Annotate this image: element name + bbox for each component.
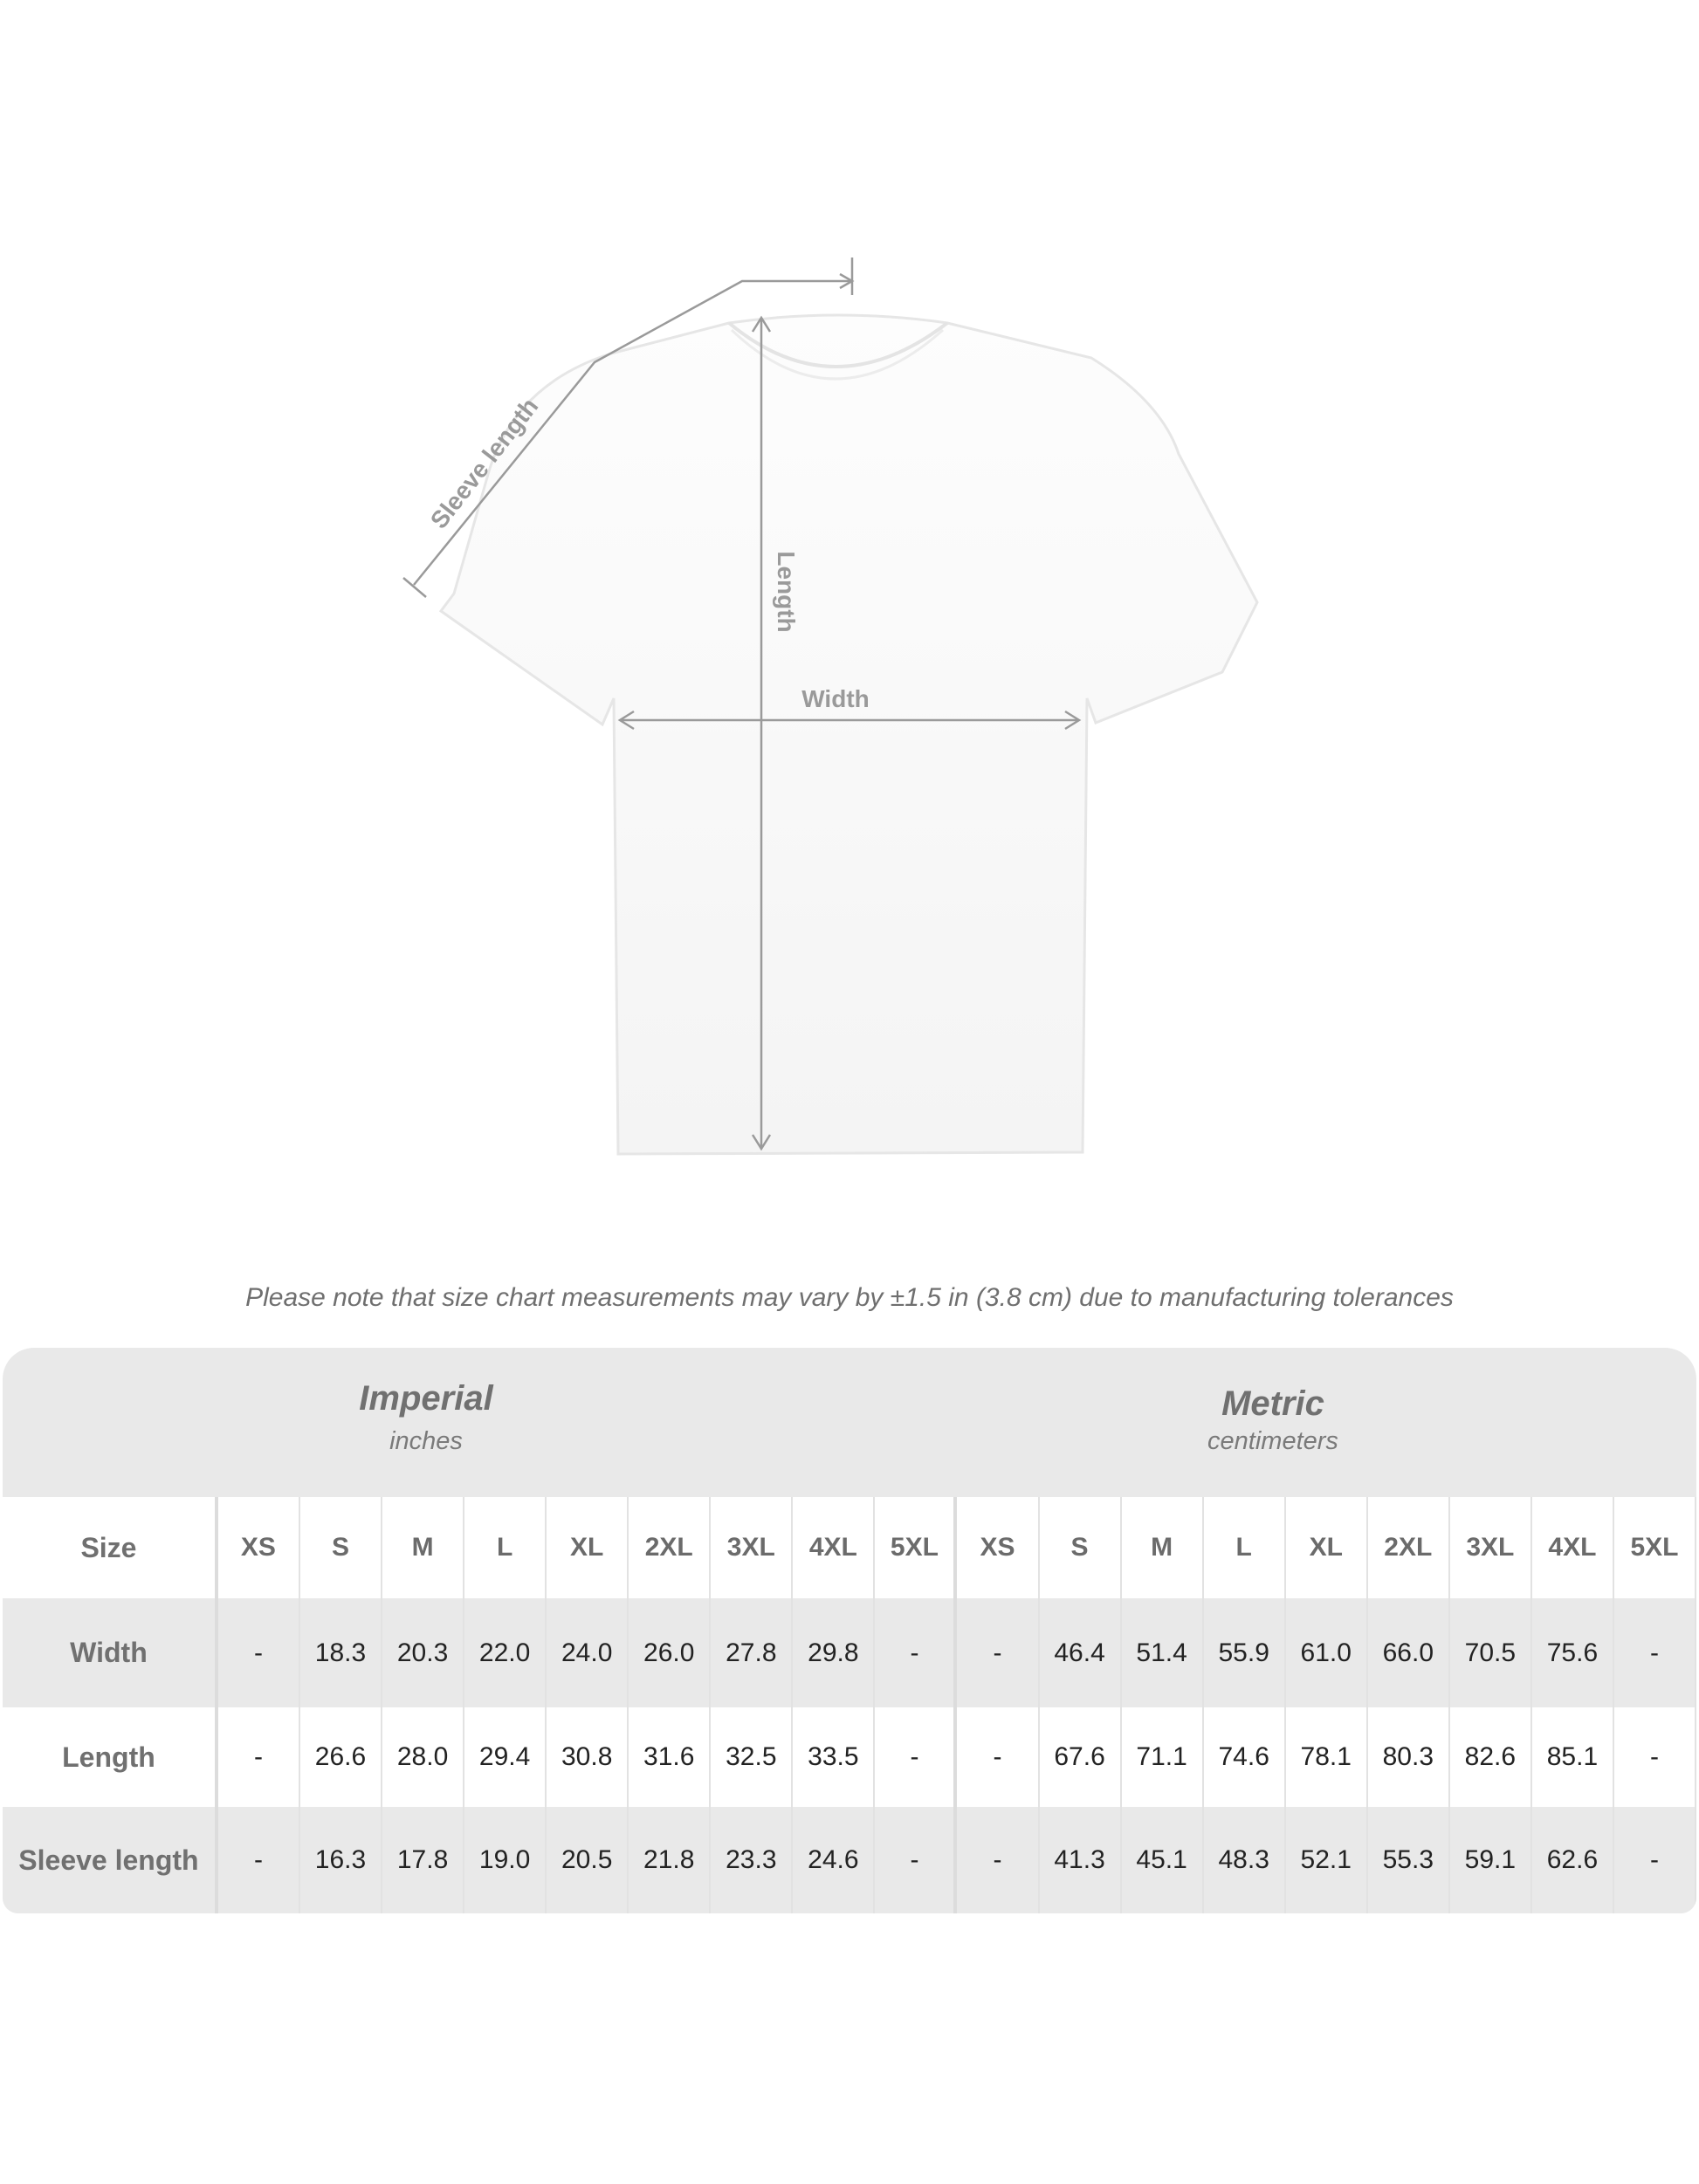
metric-size-header: 3XL xyxy=(1450,1497,1532,1598)
metric-title: Metric xyxy=(1221,1384,1324,1423)
metric-value-cell: 85.1 xyxy=(1532,1707,1614,1807)
metric-value-cell: - xyxy=(1614,1807,1696,1913)
imperial-size-header: M xyxy=(382,1497,465,1598)
metric-value-cell: 82.6 xyxy=(1450,1707,1532,1807)
imperial-size-header: XS xyxy=(218,1497,300,1598)
metric-size-header: 5XL xyxy=(1614,1497,1696,1598)
imperial-value-cell: - xyxy=(218,1707,300,1807)
metric-value-cell: 62.6 xyxy=(1532,1807,1614,1913)
imperial-header: Imperial inches xyxy=(3,1348,850,1497)
metric-size-header: 2XL xyxy=(1368,1497,1450,1598)
metric-value-cell: 46.4 xyxy=(1040,1598,1122,1707)
metric-value-cell: 71.1 xyxy=(1122,1707,1204,1807)
imperial-value-cell: - xyxy=(875,1598,958,1707)
imperial-value-cell: 27.8 xyxy=(711,1598,794,1707)
tshirt-image xyxy=(438,313,1259,1156)
imperial-value-cell: 30.8 xyxy=(547,1707,629,1807)
table-row: Length -26.6 28.0 29.4 30.8 31.6 32.5 33.5- -67.… xyxy=(3,1707,1696,1807)
imperial-value-cell: 29.8 xyxy=(793,1598,876,1707)
imperial-unit: inches xyxy=(389,1427,463,1455)
metric-value-cell: 70.5 xyxy=(1450,1598,1532,1707)
tolerance-note: Please note that size chart measurements… xyxy=(245,1283,1454,1312)
imperial-value-cell: 17.8 xyxy=(382,1807,465,1913)
tshirt-diagram: Sleeve length Length Width xyxy=(402,258,1259,1156)
imperial-value-cell: 26.6 xyxy=(300,1707,383,1807)
imperial-title: Imperial xyxy=(359,1379,493,1418)
imperial-value-cell: - xyxy=(218,1598,300,1707)
imperial-value-cell: 20.5 xyxy=(547,1807,629,1913)
metric-size-header: M xyxy=(1122,1497,1204,1598)
imperial-value-cell: 22.0 xyxy=(464,1598,547,1707)
imperial-value-cell: - xyxy=(875,1707,958,1807)
metric-value-cell: 52.1 xyxy=(1286,1807,1368,1913)
imperial-size-header: 3XL xyxy=(711,1497,794,1598)
imperial-value-cell: 24.6 xyxy=(793,1807,876,1913)
length-label: Length xyxy=(773,551,800,632)
imperial-value-cell: 31.6 xyxy=(629,1707,712,1807)
imperial-value-cell: 21.8 xyxy=(629,1807,712,1913)
sleeve-length-line xyxy=(413,279,852,586)
row-label: Length xyxy=(3,1707,218,1807)
row-label: Sleeve length xyxy=(3,1807,218,1913)
metric-value-cell: 78.1 xyxy=(1286,1707,1368,1807)
metric-value-cell: 51.4 xyxy=(1122,1598,1204,1707)
metric-value-cell: 67.6 xyxy=(1040,1707,1122,1807)
metric-value-cell: 41.3 xyxy=(1040,1807,1122,1913)
metric-size-header: XL xyxy=(1286,1497,1368,1598)
row-label: Width xyxy=(3,1598,218,1707)
imperial-value-cell: 16.3 xyxy=(300,1807,383,1913)
metric-value-cell: - xyxy=(957,1807,1040,1913)
metric-value-cell: 80.3 xyxy=(1368,1707,1450,1807)
metric-header: Metric centimeters xyxy=(850,1348,1696,1497)
metric-unit: centimeters xyxy=(1207,1427,1338,1455)
metric-size-header: XS xyxy=(957,1497,1040,1598)
table-row: Sleeve length -16.3 17.8 19.0 20.5 21.8 23.3 24… xyxy=(3,1807,1696,1913)
metric-value-cell: 61.0 xyxy=(1286,1598,1368,1707)
metric-size-header: 4XL xyxy=(1532,1497,1614,1598)
imperial-size-header: S xyxy=(300,1497,383,1598)
imperial-size-header: 2XL xyxy=(629,1497,712,1598)
imperial-size-header: XL xyxy=(547,1497,629,1598)
metric-value-cell: 55.3 xyxy=(1368,1807,1450,1913)
imperial-value-cell: 19.0 xyxy=(464,1807,547,1913)
metric-value-cell: 55.9 xyxy=(1204,1598,1286,1707)
metric-value-cell: 48.3 xyxy=(1204,1807,1286,1913)
imperial-value-cell: 28.0 xyxy=(382,1707,465,1807)
metric-value-cell: 74.6 xyxy=(1204,1707,1286,1807)
metric-value-cell: 59.1 xyxy=(1450,1807,1532,1913)
metric-size-header: S xyxy=(1040,1497,1122,1598)
imperial-size-header: 5XL xyxy=(875,1497,958,1598)
imperial-value-cell: 26.0 xyxy=(629,1598,712,1707)
table-row: Width -18.3 20.3 22.0 24.0 26.0 27.8 29.8- -46.4… xyxy=(3,1598,1696,1707)
metric-value-cell: - xyxy=(1614,1707,1696,1807)
imperial-value-cell: 23.3 xyxy=(711,1807,794,1913)
imperial-value-cell: - xyxy=(218,1807,300,1913)
metric-value-cell: - xyxy=(957,1707,1040,1807)
size-header-row: Size XS S M L XL 2XL 3XL 4XL 5XL XS S M L XL 2XL 3XL 4XL 5… xyxy=(3,1497,1696,1598)
width-label: Width xyxy=(801,685,870,712)
imperial-value-cell: 33.5 xyxy=(793,1707,876,1807)
metric-size-header: L xyxy=(1204,1497,1286,1598)
imperial-value-cell: 18.3 xyxy=(300,1598,383,1707)
metric-value-cell: 45.1 xyxy=(1122,1807,1204,1913)
imperial-value-cell: 24.0 xyxy=(547,1598,629,1707)
metric-value-cell: - xyxy=(1614,1598,1696,1707)
size-chart-table: Imperial inches Metric centimeters Size X… xyxy=(3,1348,1696,1913)
imperial-value-cell: 29.4 xyxy=(464,1707,547,1807)
size-label: Size xyxy=(3,1497,218,1598)
imperial-value-cell: 32.5 xyxy=(711,1707,794,1807)
metric-value-cell: 75.6 xyxy=(1532,1598,1614,1707)
metric-value-cell: 66.0 xyxy=(1368,1598,1450,1707)
imperial-value-cell: - xyxy=(875,1807,958,1913)
imperial-size-header: 4XL xyxy=(793,1497,876,1598)
metric-value-cell: - xyxy=(957,1598,1040,1707)
imperial-size-header: L xyxy=(464,1497,547,1598)
imperial-value-cell: 20.3 xyxy=(382,1598,465,1707)
